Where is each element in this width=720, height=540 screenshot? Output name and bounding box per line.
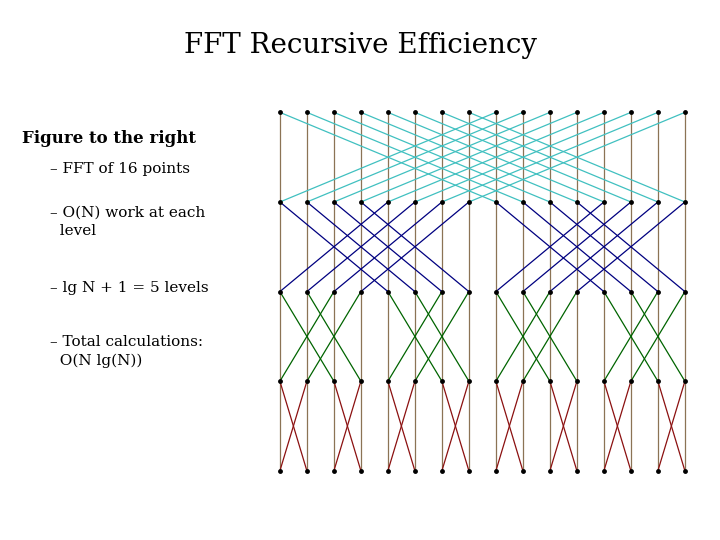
Text: – O(N) work at each
  level: – O(N) work at each level [50,205,206,238]
Text: – Total calculations:
  O(N lg(N)): – Total calculations: O(N lg(N)) [50,335,204,368]
Text: – FFT of 16 points: – FFT of 16 points [50,162,190,176]
Text: FFT Recursive Efficiency: FFT Recursive Efficiency [184,32,536,59]
Text: – lg N + 1 = 5 levels: – lg N + 1 = 5 levels [50,281,209,295]
Text: Figure to the right: Figure to the right [22,130,196,146]
